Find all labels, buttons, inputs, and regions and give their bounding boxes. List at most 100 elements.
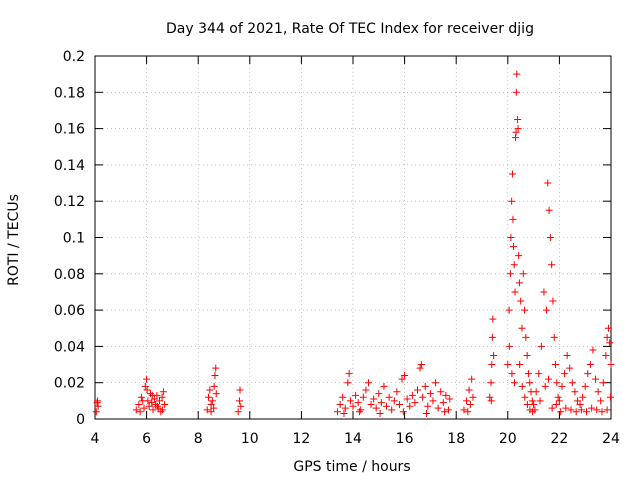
data-point-plus [602,351,610,359]
data-point-plus [207,400,215,408]
data-point-plus [514,125,522,133]
y-tick-label: 0.12 [54,194,85,210]
y-tick-label: 0.02 [54,376,85,392]
data-point-plus [237,402,245,410]
data-point-plus [403,395,411,403]
data-point-plus [210,404,218,412]
data-point-plus [558,382,566,390]
data-point-plus [94,397,102,405]
data-point-plus [512,128,520,136]
data-point-plus [355,408,363,416]
data-point-plus [444,406,452,414]
data-point-plus [466,400,474,408]
chart-title: Day 344 of 2021, Rate Of TEC Index for r… [166,21,534,37]
data-point-plus [399,408,407,416]
data-point-plus [555,397,563,405]
data-point-plus [581,382,589,390]
data-point-plus [544,179,552,187]
data-point-plus [349,402,357,410]
data-point-plus [508,170,516,178]
grid-lines [95,56,611,419]
data-point-plus [359,393,367,401]
data-point-plus [419,393,427,401]
x-tick-label: 4 [91,431,100,447]
data-point-plus [487,397,495,405]
data-point-plus [367,400,375,408]
data-point-plus [140,404,148,412]
data-point-plus [488,333,496,341]
data-point-plus [437,388,445,396]
data-point-plus [579,393,587,401]
data-point-plus [506,270,514,278]
data-point-plus [518,382,526,390]
data-point-plus [511,288,519,296]
data-point-plus [552,361,560,369]
data-point-plus [339,393,347,401]
data-point-plus [567,406,575,414]
y-tick-label: 0 [76,412,85,428]
data-point-plus [423,410,431,418]
x-tick-label: 8 [194,431,203,447]
data-point-plus [393,388,401,396]
data-point-plus [563,351,571,359]
data-point-plus [235,397,243,405]
data-point-plus [158,393,166,401]
data-point-plus [573,397,581,405]
data-point-plus [488,361,496,369]
data-point-plus [143,386,151,394]
data-point-plus [156,397,163,405]
data-point-plus [207,408,215,416]
data-point-plus [508,197,516,205]
data-point-plus [597,397,605,405]
data-point-plus [426,390,434,398]
data-point-plus [406,402,414,410]
y-tick-label: 0.04 [54,339,85,355]
x-axis-label: GPS time / hours [293,459,410,475]
data-point-plus [589,346,597,354]
data-point-plus [432,379,440,387]
data-point-plus [398,375,406,383]
data-point-plus [383,402,391,410]
data-point-plus [512,134,520,142]
data-point-plus [388,406,396,414]
data-point-plus [424,402,432,410]
data-point-plus [568,379,576,387]
x-tick-label: 24 [602,431,620,447]
data-point-plus [137,393,145,401]
data-point-plus [344,379,352,387]
data-point-plus [586,361,594,369]
data-point-plus [145,402,153,410]
data-point-plus [603,333,611,341]
data-point-plus [518,324,526,332]
data-point-plus [92,408,100,416]
data-point-plus [148,391,156,399]
data-point-plus [143,375,151,383]
data-point-plus [584,370,592,378]
data-point-plus [212,390,220,398]
x-axis: 4 6 8 10 12 14 16 18 20 22 24 [91,56,620,447]
data-point-plus [521,306,529,314]
data-point-plus [489,315,497,323]
data-point-plus [557,408,565,416]
data-point-plus [468,375,476,383]
y-axis-label: ROTI / TECUs [6,194,22,286]
data-point-plus [346,397,354,405]
data-point-plus [545,375,553,383]
data-point-plus [148,399,156,407]
y-tick-label: 0.16 [54,122,85,138]
data-point-plus [603,406,611,414]
data-point-plus [577,406,585,414]
data-point-plus [571,388,579,396]
data-point-plus [135,400,143,408]
data-point-plus [341,404,349,412]
data-point-plus [550,333,558,341]
x-tick-label: 22 [550,431,568,447]
data-point-plus [537,342,545,350]
data-point-plus [395,400,403,408]
x-tick-label: 12 [292,431,310,447]
data-point-plus [606,393,614,401]
data-point-plus [442,391,450,399]
data-point-plus [515,279,523,287]
data-point-plus [508,370,516,378]
data-point-plus [507,234,515,241]
